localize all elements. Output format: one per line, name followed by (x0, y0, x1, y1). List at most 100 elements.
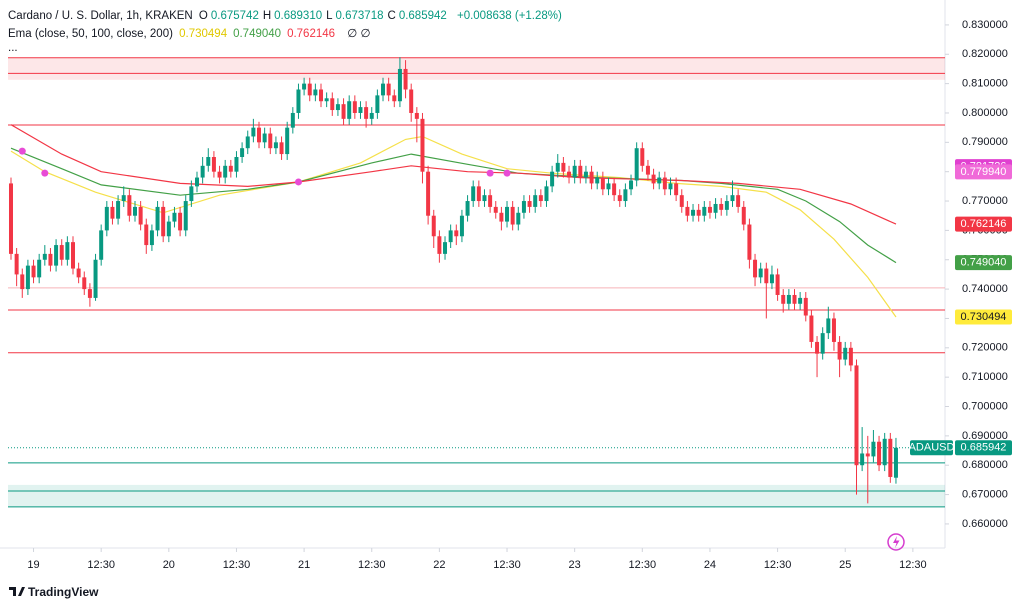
price-badge-label: 0.685942 (961, 442, 1007, 454)
more[interactable]: ... (8, 42, 18, 54)
indicator-value: 0.730494 (179, 28, 228, 40)
cross-marker (294, 178, 302, 186)
zone (8, 57, 945, 80)
candle-body (871, 441, 876, 457)
candle-body (837, 341, 842, 360)
zone (8, 484, 945, 507)
candle-body (707, 206, 712, 213)
candle-body (882, 438, 887, 466)
candle-body (431, 215, 436, 237)
candle-body (307, 83, 312, 96)
candle-body (629, 180, 634, 190)
candle-body (758, 268, 763, 278)
candle-body (279, 142, 284, 155)
candle-body (59, 245, 64, 260)
candle-body (736, 195, 741, 207)
x-tick-label: 24 (704, 559, 716, 571)
candle-body (375, 95, 380, 113)
candle-body (443, 242, 448, 254)
indicator-value: 0.762146 (287, 28, 336, 40)
candle-body (888, 438, 893, 477)
x-tick-label: 25 (839, 559, 851, 571)
candle-body (183, 201, 188, 231)
brand: TradingView (28, 585, 99, 599)
candle-body (753, 259, 758, 278)
candle-body (364, 107, 369, 119)
candle-body (843, 347, 848, 360)
ema-line (10, 135, 897, 318)
candle-body (352, 101, 357, 113)
y-tick-label: 0.830000 (962, 19, 1008, 31)
candle-body (674, 183, 679, 196)
indicator-legend: Ema (close, 50, 100, close, 200) 0.73049… (8, 26, 373, 40)
candle-body (313, 89, 318, 96)
candle-body (414, 112, 419, 119)
candle-body (865, 453, 870, 457)
candle-body (99, 230, 104, 260)
candle-body (848, 347, 853, 366)
candle-body (645, 165, 650, 175)
y-tick-label: 0.670000 (962, 488, 1008, 500)
candle-body (172, 212, 177, 222)
candle-body (206, 157, 211, 166)
y-tick-label: 0.790000 (962, 136, 1008, 148)
candle-body (358, 107, 363, 113)
y-tick-label: 0.720000 (962, 342, 1008, 354)
candle-body (786, 294, 791, 304)
candle-body (48, 253, 53, 266)
plot-area (8, 57, 945, 508)
price-badge-label: 0.730494 (961, 311, 1007, 323)
price-badge (955, 216, 1012, 232)
candle-body (454, 230, 459, 237)
candle-body (262, 133, 267, 143)
candle-body (493, 206, 498, 213)
candle-body (155, 206, 160, 231)
ohlc-key: O (198, 10, 208, 22)
candle-body (572, 165, 577, 178)
candle-body (623, 189, 628, 202)
candle-body (809, 315, 814, 342)
candle-body (37, 259, 42, 278)
candle-body (138, 206, 143, 225)
candle-body (747, 224, 752, 260)
icon-bolt (893, 536, 900, 548)
candle-body (319, 89, 324, 102)
candle-body (133, 206, 137, 216)
ema-line (10, 124, 897, 225)
candle-body (31, 265, 36, 278)
candle-body (831, 318, 836, 342)
candle-body (696, 209, 701, 216)
candle-body (465, 201, 470, 216)
candle-body (161, 206, 166, 237)
y-tick-label: 0.770000 (962, 195, 1008, 207)
x-tick-label: 20 (163, 559, 175, 571)
candle-body (482, 195, 487, 202)
price-badge (955, 255, 1012, 271)
candle-body (634, 148, 639, 181)
symbol-legend: Cardano / U. S. Dollar, 1h, KRAKEN O 0.67… (8, 10, 565, 22)
x-tick-label: 12:30 (493, 559, 521, 571)
candle-body (459, 215, 464, 237)
x-tick-label: 12:30 (223, 559, 251, 571)
symbol: Cardano / U. S. Dollar, 1h, KRAKEN (8, 10, 193, 22)
cross-marker (486, 169, 494, 177)
ohlc-value: 0.689310 (274, 10, 323, 22)
candle-body (290, 112, 295, 128)
candle-body (803, 297, 808, 316)
candle-body (550, 171, 555, 187)
alert-icon[interactable] (887, 533, 905, 551)
candle-body (617, 195, 622, 202)
candle-body (854, 365, 859, 466)
ema-line (10, 147, 897, 264)
candle-body (228, 165, 233, 172)
candle-body (527, 201, 532, 207)
candle-body (426, 171, 431, 216)
candle-body (392, 95, 397, 102)
candle-body (240, 148, 245, 158)
candle-body (826, 318, 831, 334)
candle-body (679, 195, 684, 207)
candle-body (217, 171, 222, 178)
candle-body (70, 242, 75, 269)
candle-body (505, 206, 510, 222)
